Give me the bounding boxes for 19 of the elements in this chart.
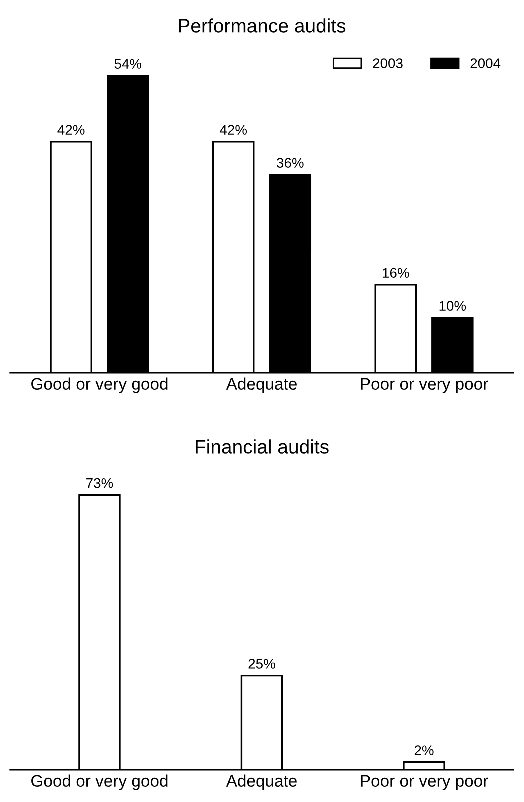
data-label: 54% [114, 59, 142, 69]
chart-title: Performance audits [179, 18, 346, 33]
data-label: 73% [86, 478, 114, 488]
data-label: 16% [383, 268, 410, 278]
data-label: 2% [414, 746, 434, 756]
x-tick-label: Poor or very poor [361, 378, 488, 394]
legend-label: 2003 [373, 58, 403, 68]
data-label: 42% [220, 125, 248, 135]
data-label: 25% [248, 659, 276, 669]
x-tick-label: Good or very good [32, 378, 168, 394]
x-tick-label: Adequate [226, 774, 297, 790]
x-tick-label: Good or very good [32, 774, 168, 790]
data-label: 42% [58, 125, 85, 135]
x-tick-label: Adequate [226, 378, 297, 394]
x-tick-label: Poor or very poor [361, 775, 488, 790]
chart-title: Financial audits [196, 440, 329, 454]
data-label: 36% [277, 158, 304, 168]
legend-label: 2004 [470, 58, 501, 68]
data-label: 10% [440, 301, 466, 312]
